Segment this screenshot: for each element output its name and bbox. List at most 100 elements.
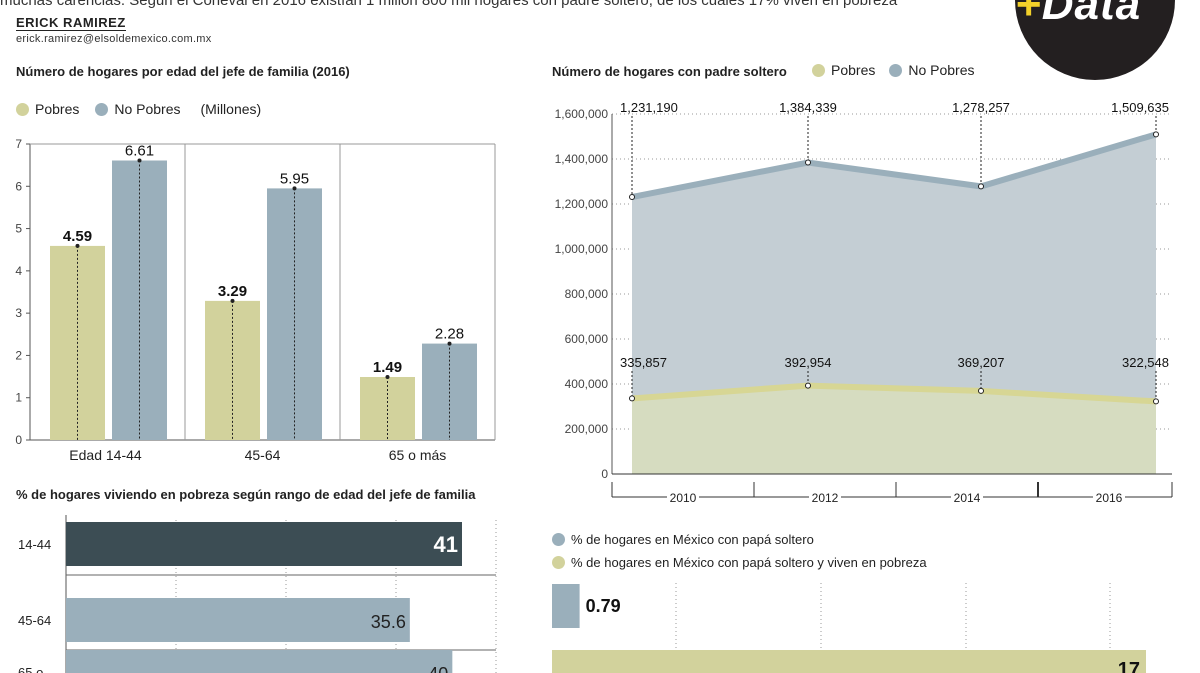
pct-chart-legend-1: % de hogares en México con papá soltero xyxy=(552,532,814,547)
x-label-bg xyxy=(809,489,841,505)
point-marker-no-pobres xyxy=(1153,131,1159,138)
y-tick-label: 200,000 xyxy=(565,422,609,436)
pct-value-label: 0.79 xyxy=(586,596,621,616)
area-chart-title: Número de hogares con padre soltero xyxy=(552,64,787,79)
bar-chart-households-by-age: 0 1 2 3 4 5 6 7 4.59 6.61 Edad 14-44 3.29 5.95 45-64 1… xyxy=(15,137,496,463)
area-chart-legend: Pobres No Pobres xyxy=(812,62,975,78)
pct-bar-papa-soltero-pobreza xyxy=(552,650,1146,673)
point-marker-no-pobres xyxy=(629,193,635,200)
hbar-2 xyxy=(66,598,410,642)
data-logo: +Data xyxy=(1015,0,1175,80)
y-tick-label: 3 xyxy=(15,306,22,320)
x-tick-label: 2012 xyxy=(812,491,839,505)
x-label-bg xyxy=(667,489,699,505)
hbar-value-label: 35.6 xyxy=(371,612,406,632)
pct-chart-legend-2: % de hogares en México con papá soltero … xyxy=(552,555,927,570)
author-name: ERICK RAMIREZ xyxy=(16,15,126,31)
y-tick-label: 1,000,000 xyxy=(555,242,609,256)
point-marker-no-pobres xyxy=(978,183,984,190)
x-category-label: 45-64 xyxy=(245,447,281,463)
y-tick-label: 600,000 xyxy=(565,332,609,346)
point-marker-pobres xyxy=(629,395,635,402)
y-tick-label: 4 xyxy=(15,264,22,278)
hbar-value-label: 41 xyxy=(434,532,458,557)
line-no-pobres xyxy=(631,131,1157,200)
point-value-label: 1,231,190 xyxy=(620,100,678,115)
point-marker-pobres xyxy=(1153,398,1159,405)
legend-label-papa-soltero-pobreza: % de hogares en México con papá soltero … xyxy=(571,555,927,570)
hbar-chart-poverty-by-age: 14-44 41 45-64 35.6 65 o 40 xyxy=(18,515,497,673)
bar-marker xyxy=(385,374,390,379)
area-chart-single-father-households: 0 200,000 400,000 600,000 800,000 1,000,000 1,… xyxy=(555,100,1173,505)
y-tick-label: 7 xyxy=(15,137,22,151)
legend-dot-no-pobres xyxy=(95,102,109,116)
point-marker-no-pobres xyxy=(805,159,811,166)
y-tick-label: 1,400,000 xyxy=(555,152,609,166)
hbar-1 xyxy=(66,522,462,566)
point-value-label: 1,384,339 xyxy=(779,100,837,115)
x-category-label: 65 o más xyxy=(389,447,447,463)
bar-marker xyxy=(292,186,297,191)
bar-value-label: 5.95 xyxy=(280,170,309,187)
bar-chart-title: Número de hogares por edad del jefe de f… xyxy=(16,64,350,79)
bar-marker xyxy=(137,158,142,163)
bar-value-label: 6.61 xyxy=(125,142,154,159)
x-label-bg xyxy=(951,489,983,505)
legend-dot-pobres xyxy=(16,102,29,116)
y-tick-label: 0 xyxy=(15,433,22,447)
y-tick-label: 0 xyxy=(601,467,608,481)
pct-chart-single-father: 0.79 17 xyxy=(552,583,1146,673)
y-tick-label: 1,200,000 xyxy=(555,197,609,211)
x-category-label: Edad 14-44 xyxy=(69,447,142,463)
y-tick-label: 1,600,000 xyxy=(555,107,609,121)
area-pobres xyxy=(632,385,1156,474)
bar-chart-legend: Pobres No Pobres (Millones) xyxy=(16,101,261,117)
point-value-label: 392,954 xyxy=(785,355,832,370)
bar-value-label: 3.29 xyxy=(218,283,247,300)
intro-text: muchas carencias. Según el Coneval en 20… xyxy=(0,0,898,9)
y-tick-label: 400,000 xyxy=(565,377,609,391)
point-value-label: 1,509,635 xyxy=(1111,100,1169,115)
hbar-category-label: 65 o xyxy=(18,665,43,673)
point-marker-pobres xyxy=(978,387,984,394)
legend-label-pobres: Pobres xyxy=(831,62,876,78)
hbar-3 xyxy=(66,650,453,673)
legend-dot-papa-soltero-pobreza xyxy=(552,556,565,569)
y-tick-label: 1 xyxy=(15,391,22,405)
logo-plus: + xyxy=(1015,0,1042,29)
legend-label-pobres: Pobres xyxy=(35,101,80,117)
hbar-value-label: 40 xyxy=(428,664,448,673)
point-marker-pobres xyxy=(805,382,811,389)
legend-dot-pobres xyxy=(812,63,825,77)
bar-marker xyxy=(75,243,80,248)
x-label-bg xyxy=(1093,489,1125,505)
bar-value-label: 1.49 xyxy=(373,359,402,376)
logo-text: Data xyxy=(1041,0,1142,29)
point-value-label: 1,278,257 xyxy=(952,100,1010,115)
x-tick-label: 2010 xyxy=(670,491,697,505)
legend-label-no-pobres: No Pobres xyxy=(114,101,181,117)
y-tick-label: 6 xyxy=(15,179,22,193)
legend-dot-no-pobres xyxy=(889,63,903,77)
bar-value-label: 4.59 xyxy=(63,228,92,245)
point-value-label: 322,548 xyxy=(1122,355,1169,370)
hbar-category-label: 14-44 xyxy=(18,537,51,552)
point-value-label: 335,857 xyxy=(620,355,667,370)
x-tick-label: 2014 xyxy=(954,491,981,505)
hbar-chart-title: % de hogares viviendo en pobreza según r… xyxy=(16,487,476,502)
legend-label-papa-soltero: % de hogares en México con papá soltero xyxy=(571,532,814,547)
y-tick-label: 800,000 xyxy=(565,287,609,301)
line-pobres xyxy=(631,382,1157,405)
x-tick-label: 2016 xyxy=(1096,491,1123,505)
bar-marker xyxy=(447,341,452,346)
legend-dot-papa-soltero xyxy=(552,533,565,546)
bar-value-label: 2.28 xyxy=(435,326,464,343)
unit-label: (Millones) xyxy=(200,101,262,117)
y-tick-label: 2 xyxy=(15,348,22,362)
author-email: erick.ramirez@elsoldemexico.com.mx xyxy=(16,33,212,45)
point-value-label: 369,207 xyxy=(958,355,1005,370)
y-tick-label: 5 xyxy=(15,222,22,236)
hbar-category-label: 45-64 xyxy=(18,613,51,628)
bar-marker xyxy=(230,298,235,303)
pct-value-label: 17 xyxy=(1118,659,1140,673)
